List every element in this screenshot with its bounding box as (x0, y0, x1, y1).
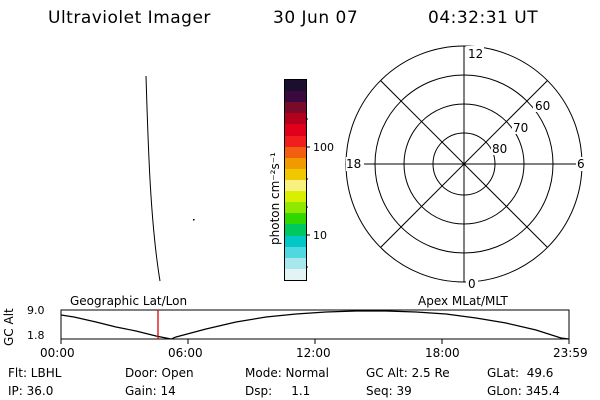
colorbar-band (285, 191, 306, 203)
meridian-diag-2 (380, 80, 548, 248)
colorbar-band (285, 80, 306, 92)
lat-label-60: 60 (535, 99, 550, 113)
colorbar-band (285, 268, 306, 280)
colorbar-band (285, 224, 306, 236)
colorbar-band (285, 202, 306, 214)
colorbar-band (285, 124, 306, 136)
colorbar-band (285, 102, 306, 114)
timeline-ytick-low: 1.8 (27, 329, 45, 342)
colorbar-band (285, 157, 306, 169)
timeline-xtick-1200: 12:00 (296, 346, 331, 360)
info-mode: Mode: Normal (245, 366, 329, 380)
timeline-right-title: Apex MLat/MLT (418, 294, 508, 308)
info-seq: Seq: 39 (366, 384, 412, 398)
timeline-xtick-0000: 00:00 (40, 346, 75, 360)
colorbar-tick-100: 100 (313, 141, 334, 154)
colorbar-band (285, 179, 306, 192)
date-label: 30 Jun 07 (273, 8, 359, 28)
colorbar-band (285, 213, 306, 225)
altitude-curve (60, 310, 570, 340)
earth-limb-line (145, 75, 161, 282)
mlt-label-bottom: 0 (468, 277, 476, 291)
colorbar-band (285, 246, 306, 258)
info-door: Door: Open (125, 366, 194, 380)
colorbar-band (285, 113, 306, 125)
info-glat: GLat: 49.6 (487, 366, 554, 380)
info-dsp: Dsp: 1.1 (245, 384, 311, 398)
colorbar-tick-marks (306, 118, 310, 268)
colorbar-band (285, 168, 306, 180)
lat-label-80: 80 (492, 142, 507, 156)
instrument-title: Ultraviolet Imager (48, 8, 211, 28)
time-label: 04:32:31 UT (428, 8, 539, 28)
timeline-xtick-2359: 23:59 (553, 346, 588, 360)
colorbar-label: photon cm⁻²s⁻¹ (268, 152, 282, 245)
polar-plot: 12 18 6 0 60 70 80 (345, 45, 588, 291)
timeline-ylabel: GC Alt (2, 308, 16, 346)
mlt-label-right: 6 (577, 157, 585, 171)
geographic-image-panel (145, 75, 195, 282)
colorbar-band (285, 257, 306, 269)
colorbar-tick-10: 10 (313, 229, 327, 242)
color-bar (284, 79, 307, 281)
colorbar-band (285, 135, 306, 147)
image-dot (193, 219, 195, 221)
lat-label-70: 70 (513, 121, 528, 135)
info-glon: GLon: 345.4 (487, 384, 560, 398)
altitude-timeline (60, 309, 570, 344)
timeline-xtick-1800: 18:00 (425, 346, 460, 360)
info-gain: Gain: 14 (125, 384, 176, 398)
info-flt: Flt: LBHL (8, 366, 62, 380)
colorbar-band (285, 235, 306, 247)
colorbar-band (285, 146, 306, 158)
timeline-xtick-0600: 06:00 (168, 346, 203, 360)
info-ip: IP: 36.0 (8, 384, 54, 398)
timeline-frame (60, 309, 570, 340)
info-gc-alt: GC Alt: 2.5 Re (366, 366, 450, 380)
colorbar-band (285, 91, 306, 103)
timeline-ytick-high: 9.0 (27, 304, 45, 317)
timeline-left-title: Geographic Lat/Lon (70, 294, 188, 308)
mlt-label-left: 18 (346, 157, 361, 171)
mlt-label-top: 12 (468, 47, 483, 61)
